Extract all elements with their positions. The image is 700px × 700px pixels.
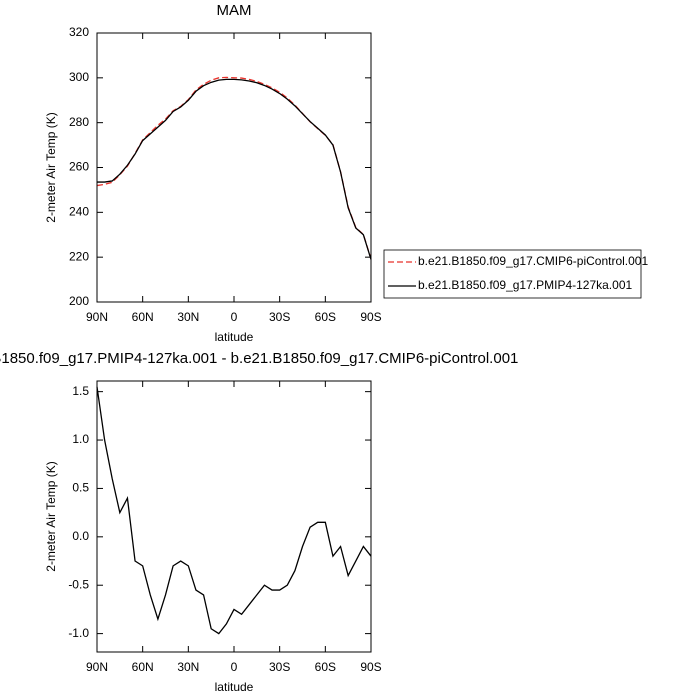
legend-box bbox=[383, 249, 642, 299]
y-tick-label: 280 bbox=[69, 115, 89, 129]
y-tick-label: 300 bbox=[69, 70, 89, 84]
y-tick-label: 1.0 bbox=[72, 432, 89, 446]
x-tick-label: 60S bbox=[315, 310, 336, 324]
plot-frame bbox=[96, 380, 372, 653]
x-tick-label: 60N bbox=[132, 660, 154, 674]
data-line bbox=[96, 386, 372, 635]
data-line bbox=[97, 78, 372, 260]
y-tick-label: 0.0 bbox=[72, 529, 89, 543]
y-tick-label: 1.5 bbox=[72, 384, 89, 398]
x-tick-label: 30N bbox=[177, 660, 199, 674]
x-axis-label: latitude bbox=[215, 330, 254, 344]
x-tick-label: 90S bbox=[360, 660, 381, 674]
x-tick-label: 30N bbox=[177, 310, 199, 324]
x-tick-label: 0 bbox=[231, 660, 238, 674]
x-tick-label: 30S bbox=[269, 310, 290, 324]
x-tick-label: 0 bbox=[231, 310, 238, 324]
legend-label: b.e21.B1850.f09_g17.PMIP4-127ka.001 bbox=[418, 278, 632, 292]
x-tick-label: 60S bbox=[315, 660, 336, 674]
y-tick-label: 260 bbox=[69, 160, 89, 174]
y-tick-label: 200 bbox=[69, 294, 89, 308]
y-tick-label: -0.5 bbox=[68, 577, 89, 591]
chart-title: b.e21.B1850.f09_g17.PMIP4-127ka.001 - b.… bbox=[0, 350, 518, 367]
y-axis-label: 2-meter Air Temp (K) bbox=[44, 461, 58, 571]
chart-title: MAM bbox=[217, 2, 252, 19]
x-tick-label: 60N bbox=[132, 310, 154, 324]
x-tick-label: 90N bbox=[86, 310, 108, 324]
y-tick-label: 240 bbox=[69, 205, 89, 219]
x-tick-label: 90S bbox=[360, 310, 381, 324]
x-tick-label: 30S bbox=[269, 660, 290, 674]
y-tick-label: 220 bbox=[69, 249, 89, 263]
x-tick-label: 90N bbox=[86, 660, 108, 674]
y-tick-label: 0.5 bbox=[72, 481, 89, 495]
y-tick-label: 320 bbox=[69, 25, 89, 39]
y-axis-label: 2-meter Air Temp (K) bbox=[44, 112, 58, 222]
y-tick-label: -1.0 bbox=[68, 626, 89, 640]
legend-label: b.e21.B1850.f09_g17.CMIP6-piControl.001 bbox=[418, 254, 648, 268]
plot-frame bbox=[96, 32, 372, 303]
data-line bbox=[96, 76, 372, 260]
x-axis-label: latitude bbox=[215, 680, 254, 694]
